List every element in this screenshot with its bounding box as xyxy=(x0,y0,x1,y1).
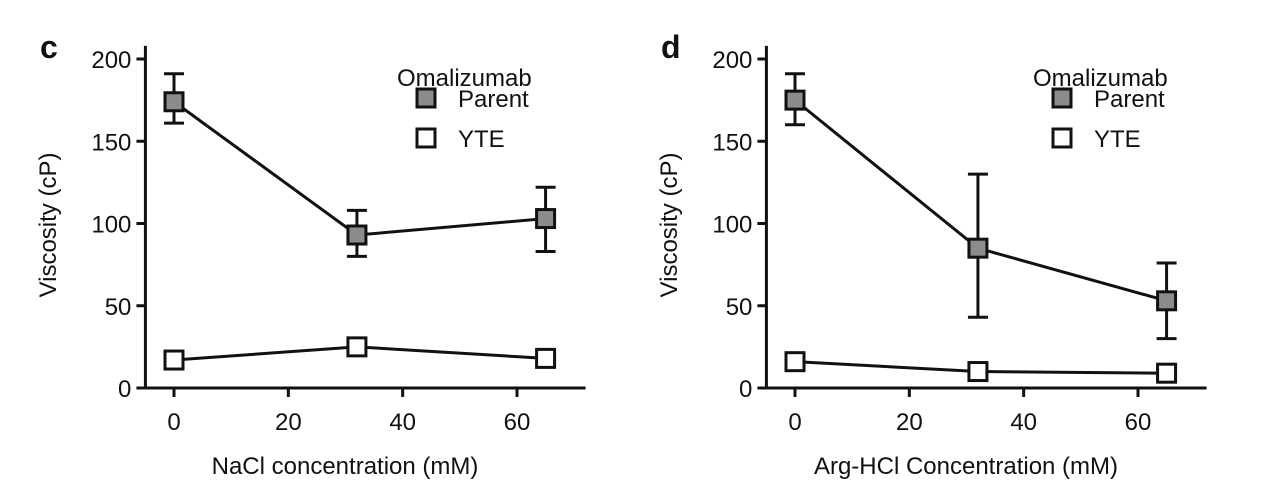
data-point-parent xyxy=(346,224,368,246)
legend-label-parent: Parent xyxy=(458,86,529,113)
x-axis-label: Arg-HCl Concentration (mM) xyxy=(814,453,1118,480)
panel-c: c Viscosity (cP) NaCl concentration (mM)… xyxy=(35,29,586,480)
data-point-yte xyxy=(1156,362,1178,384)
data-point-yte xyxy=(346,336,368,358)
y-tick-label: 0 xyxy=(118,376,131,403)
panel-label: d xyxy=(661,29,681,65)
data-point-yte xyxy=(784,351,806,373)
legend-marker-yte xyxy=(415,127,437,149)
x-axis-label: NaCl concentration (mM) xyxy=(212,453,479,480)
data-point-yte xyxy=(967,361,989,383)
x-tick-label: 0 xyxy=(167,409,180,436)
data-point-parent xyxy=(1156,290,1178,312)
y-axis-label: Viscosity (cP) xyxy=(656,153,683,298)
y-tick-label: 100 xyxy=(712,212,752,239)
panel-label: c xyxy=(40,29,58,65)
data-point-parent xyxy=(967,237,989,259)
x-tick-label: 0 xyxy=(788,409,801,436)
legend-marker-parent xyxy=(415,87,437,109)
y-tick-label: 150 xyxy=(712,129,752,156)
data-point-yte xyxy=(535,347,557,369)
y-tick-label: 150 xyxy=(91,129,131,156)
data-point-parent xyxy=(784,89,806,111)
y-tick-label: 50 xyxy=(726,294,753,321)
y-tick-label: 200 xyxy=(91,47,131,74)
y-tick-label: 0 xyxy=(739,376,752,403)
legend-label-yte: YTE xyxy=(458,126,505,153)
series-line-parent xyxy=(173,100,546,237)
data-point-parent xyxy=(535,208,557,230)
panel-d: d Viscosity (cP) Arg-HCl Concentration (… xyxy=(656,29,1207,480)
y-tick-label: 200 xyxy=(712,47,752,74)
x-tick-label: 40 xyxy=(1010,409,1037,436)
x-tick-label: 20 xyxy=(896,409,923,436)
legend-marker-parent xyxy=(1051,87,1073,109)
y-tick-label: 50 xyxy=(105,294,132,321)
legend-label-yte: YTE xyxy=(1094,126,1141,153)
x-tick-label: 60 xyxy=(504,409,531,436)
data-point-parent xyxy=(163,91,185,113)
x-tick-label: 20 xyxy=(275,409,302,436)
legend-label-parent: Parent xyxy=(1094,86,1165,113)
x-tick-label: 60 xyxy=(1125,409,1152,436)
y-axis-label: Viscosity (cP) xyxy=(35,153,62,298)
y-tick-label: 100 xyxy=(91,212,131,239)
data-point-yte xyxy=(163,349,185,371)
legend-marker-yte xyxy=(1051,127,1073,149)
x-tick-label: 40 xyxy=(389,409,416,436)
